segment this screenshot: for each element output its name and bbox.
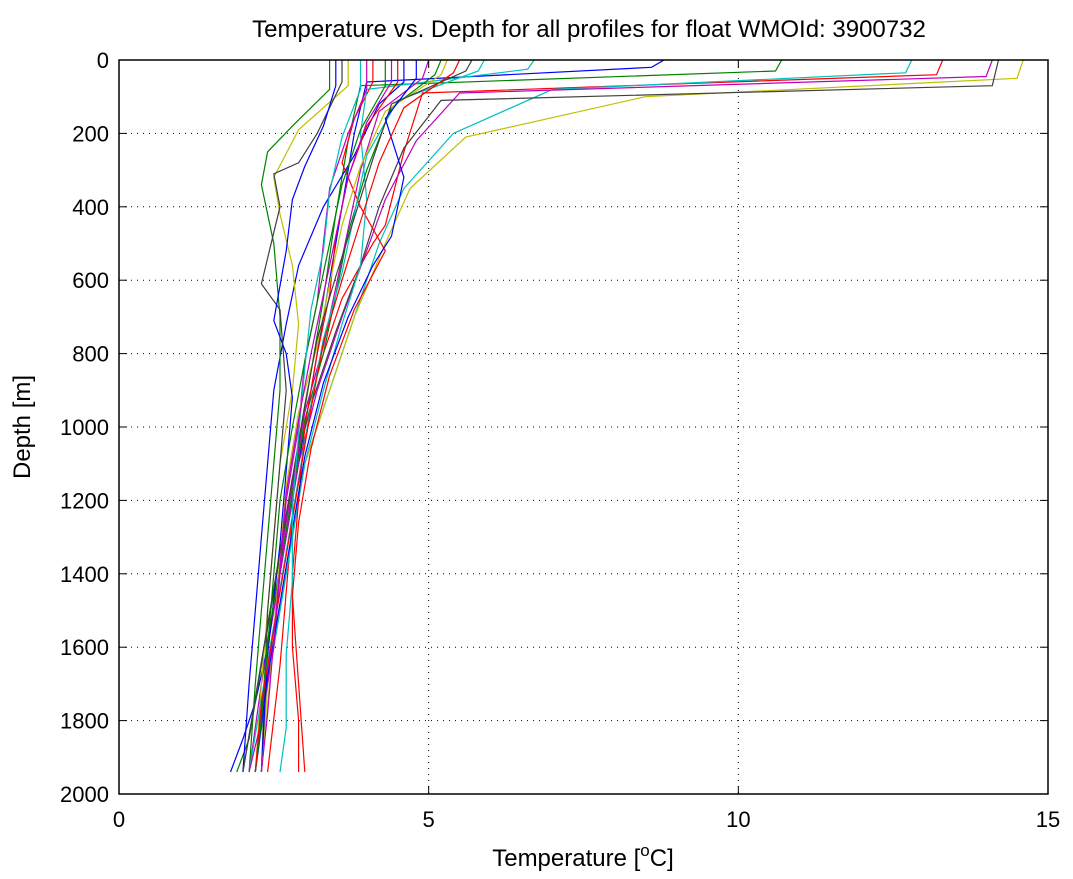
profile-line-14 bbox=[260, 60, 343, 773]
y-axis-ticks: 0 200 400 600 800 1000 1200 1400 1600 1800 2000 bbox=[60, 48, 1048, 807]
profile-line-15 bbox=[260, 60, 337, 773]
profile-lines bbox=[229, 60, 1024, 773]
y-tick-label: 1400 bbox=[60, 562, 109, 587]
profile-line-1 bbox=[229, 60, 665, 773]
y-tick-label: 800 bbox=[72, 342, 109, 367]
y-axis-label: Depth [m] bbox=[9, 375, 36, 479]
profile-line-3 bbox=[267, 60, 944, 773]
y-tick-label: 400 bbox=[72, 195, 109, 220]
profile-line-7 bbox=[242, 60, 1000, 773]
y-tick-label: 1200 bbox=[60, 488, 109, 513]
y-tick-label: 600 bbox=[72, 268, 109, 293]
x-axis-label-main: Temperature [ bbox=[492, 845, 640, 872]
profile-line-6 bbox=[260, 60, 1024, 773]
profile-line-25 bbox=[279, 60, 362, 773]
y-tick-label: 1600 bbox=[60, 635, 109, 660]
y-tick-label: 200 bbox=[72, 121, 109, 146]
y-tick-label: 1000 bbox=[60, 415, 109, 440]
profile-line-23 bbox=[254, 60, 386, 773]
profile-line-18 bbox=[248, 60, 485, 773]
profile-line-21 bbox=[242, 60, 473, 773]
profile-line-4 bbox=[254, 60, 913, 773]
y-tick-label: 1800 bbox=[60, 709, 109, 734]
profile-line-26 bbox=[260, 60, 393, 773]
y-tick-label: 2000 bbox=[60, 782, 109, 807]
profile-line-17 bbox=[291, 60, 399, 772]
profile-line-22 bbox=[254, 60, 417, 773]
x-axis-label-unit: C] bbox=[650, 845, 674, 872]
chart-title: Temperature vs. Depth for all profiles f… bbox=[252, 16, 926, 43]
x-axis-label: Temperature [oC] bbox=[492, 841, 674, 872]
profile-line-5 bbox=[248, 60, 993, 773]
x-axis-ticks: 0 5 10 15 bbox=[113, 60, 1060, 832]
x-axis-label-superscript: o bbox=[640, 841, 649, 860]
y-tick-label: 0 bbox=[97, 48, 109, 73]
x-tick-label: 15 bbox=[1036, 807, 1060, 832]
x-tick-label: 5 bbox=[423, 807, 435, 832]
grid-lines bbox=[119, 60, 1048, 794]
profile-line-8 bbox=[242, 60, 405, 773]
profile-line-24 bbox=[254, 60, 461, 773]
x-tick-label: 0 bbox=[113, 807, 125, 832]
profile-line-2 bbox=[236, 60, 783, 773]
x-tick-label: 10 bbox=[726, 807, 750, 832]
